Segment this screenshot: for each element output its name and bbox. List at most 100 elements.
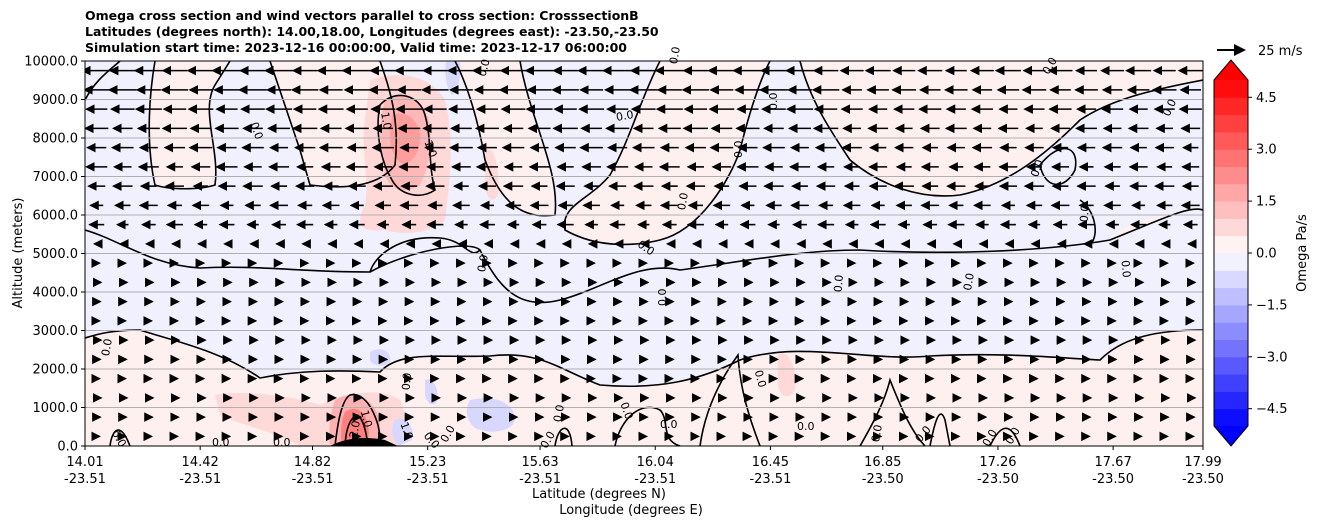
x-tick-label-lon: -23.50 bbox=[1092, 472, 1134, 487]
x-tick-label-lat: 15.63 bbox=[521, 455, 558, 470]
colorbar-tick-label: 4.5 bbox=[1256, 91, 1277, 106]
title-line-3: Simulation start time: 2023-12-16 00:00:… bbox=[85, 40, 627, 55]
zero-contour bbox=[554, 427, 573, 446]
colorbar-extend-min bbox=[1214, 426, 1248, 446]
contour-label: 0.0 bbox=[767, 93, 780, 111]
y-tick-label: 1000.0 bbox=[33, 401, 79, 416]
contour-label: 0.0 bbox=[675, 192, 691, 211]
contour-label: 0.0 bbox=[656, 289, 669, 307]
x-tick-label-lat: 16.04 bbox=[637, 455, 674, 470]
one-contour-upper bbox=[377, 94, 436, 196]
y-tick-label: 9000.0 bbox=[33, 93, 79, 108]
contour-label: 0.0 bbox=[732, 141, 745, 159]
colorbar-tick-label: 0.0 bbox=[1256, 247, 1277, 262]
y-tick-label: 4000.0 bbox=[33, 286, 79, 301]
zero-contour bbox=[269, 61, 398, 188]
colorbar-band bbox=[1214, 270, 1248, 289]
zero-contour bbox=[989, 427, 1021, 446]
zero-contour bbox=[859, 377, 926, 446]
x-tick-label-lat: 14.01 bbox=[66, 455, 103, 470]
contour-label: 0.0 bbox=[273, 436, 291, 449]
one-contour-lower bbox=[334, 393, 383, 446]
colorbar-label: Omega Pa/s bbox=[1295, 214, 1310, 292]
colorbar: −4.5 −3.0 −1.5 0.0 1.5 3.0 4.5 bbox=[1213, 59, 1288, 447]
colorbar-outline bbox=[1213, 59, 1249, 447]
colorbar-band bbox=[1214, 408, 1248, 427]
contour-label: 0.0 bbox=[831, 274, 845, 293]
wind-vectors bbox=[85, 65, 1203, 442]
contour-label: 0.0 bbox=[797, 420, 815, 433]
y-tick-label: 6000.0 bbox=[33, 209, 79, 224]
colorbar-tick-label: 1.5 bbox=[1256, 195, 1277, 210]
y-tick-label: 8000.0 bbox=[33, 132, 79, 147]
colorbar-tick-label: −3.0 bbox=[1256, 350, 1288, 365]
x-tick-label-lat: 16.45 bbox=[752, 455, 789, 470]
contour-label: 0.0 bbox=[617, 400, 635, 421]
colorbar-band bbox=[1214, 149, 1248, 167]
x-tick-label-lat: 17.99 bbox=[1184, 455, 1221, 470]
contour-label: 0.0 bbox=[475, 254, 491, 273]
y-tick-label: 10000.0 bbox=[24, 55, 78, 70]
x-tick-label-lon: -23.51 bbox=[64, 472, 106, 487]
colorbar-extend-max bbox=[1214, 60, 1248, 80]
title-line-2: Latitudes (degrees north): 14.00,18.00, … bbox=[85, 24, 659, 39]
contour-label: 0.0 bbox=[869, 424, 885, 443]
contour-label: 1.0 bbox=[358, 409, 375, 429]
x-axis-label-lat: Latitude (degrees N) bbox=[532, 487, 666, 502]
contour-label: 0.0 bbox=[752, 369, 769, 389]
colorbar-band bbox=[1214, 131, 1248, 150]
colorbar-band bbox=[1214, 287, 1248, 306]
x-tick-label-lon: -23.51 bbox=[292, 472, 334, 487]
y-tick-label: 3000.0 bbox=[33, 324, 79, 339]
colorbar-band bbox=[1214, 235, 1248, 254]
x-tick-label-lon: -23.51 bbox=[519, 472, 561, 487]
zero-contour bbox=[454, 61, 557, 217]
x-tick-label-lon: -23.50 bbox=[1182, 472, 1224, 487]
contour-label: 0.0 bbox=[615, 108, 634, 124]
y-axis: 0.0 1000.0 2000.0 3000.0 4000.0 5000.0 6000.0 7… bbox=[24, 55, 85, 455]
x-axis-label-lon: Longitude (degrees E) bbox=[559, 503, 703, 518]
omega-region-negative-top-left bbox=[85, 61, 1203, 303]
y-axis-label: Altitude (meters) bbox=[11, 198, 26, 309]
y-tick-label: 5000.0 bbox=[33, 247, 79, 262]
zero-contour bbox=[369, 236, 481, 273]
wind-reference-label: 25 m/s bbox=[1258, 44, 1303, 59]
contour-label: 1.0 bbox=[397, 420, 415, 441]
colorbar-band bbox=[1214, 391, 1248, 410]
colorbar-band bbox=[1214, 80, 1248, 98]
x-tick-label-lon: -23.51 bbox=[407, 472, 449, 487]
contour-label: 0.0 bbox=[961, 272, 977, 291]
colorbar-band bbox=[1214, 201, 1248, 219]
title-line-1: Omega cross section and wind vectors par… bbox=[85, 8, 639, 23]
wind-reference: 25 m/s bbox=[1217, 44, 1303, 59]
contour-label: 1.0 bbox=[378, 111, 394, 130]
contour-label: 0.0 bbox=[1077, 204, 1091, 223]
x-tick-label-lon: -23.51 bbox=[179, 472, 221, 487]
contour-label: 0.0 bbox=[667, 46, 683, 65]
colorbar-band bbox=[1214, 218, 1248, 237]
x-tick-label-lon: -23.51 bbox=[634, 472, 676, 487]
contour-label: 0.0 bbox=[660, 418, 678, 431]
colorbar-band bbox=[1214, 166, 1248, 185]
x-tick-label-lat: 16.85 bbox=[864, 455, 901, 470]
y-tick-label: 2000.0 bbox=[33, 363, 79, 378]
contour-label: 1.0 bbox=[421, 138, 439, 159]
contour-label: 0.0 bbox=[551, 404, 567, 423]
colorbar-band bbox=[1214, 253, 1248, 271]
x-tick-label-lon: -23.51 bbox=[749, 472, 791, 487]
x-tick-label-lat: 15.23 bbox=[409, 455, 446, 470]
colorbar-band bbox=[1214, 114, 1248, 133]
omega-region-positive-patch-a bbox=[778, 353, 796, 397]
x-tick-label-lat: 14.82 bbox=[294, 455, 331, 470]
colorbar-tick-label: −4.5 bbox=[1256, 402, 1288, 417]
x-tick-label-lon: -23.50 bbox=[862, 472, 904, 487]
x-tick-label-lat: 17.67 bbox=[1095, 455, 1132, 470]
colorbar-band bbox=[1214, 356, 1248, 375]
zero-contour bbox=[109, 429, 131, 446]
colorbar-band bbox=[1214, 322, 1248, 340]
contour-label: 0.0 bbox=[476, 58, 493, 78]
x-tick-label-lat: 14.42 bbox=[182, 455, 219, 470]
y-tick-label: 7000.0 bbox=[33, 170, 79, 185]
plot-area: 0.0 0.0 0.0 1.0 1.0 0.0 0.0 0.0 0.0 0.0 … bbox=[11, 46, 1224, 518]
